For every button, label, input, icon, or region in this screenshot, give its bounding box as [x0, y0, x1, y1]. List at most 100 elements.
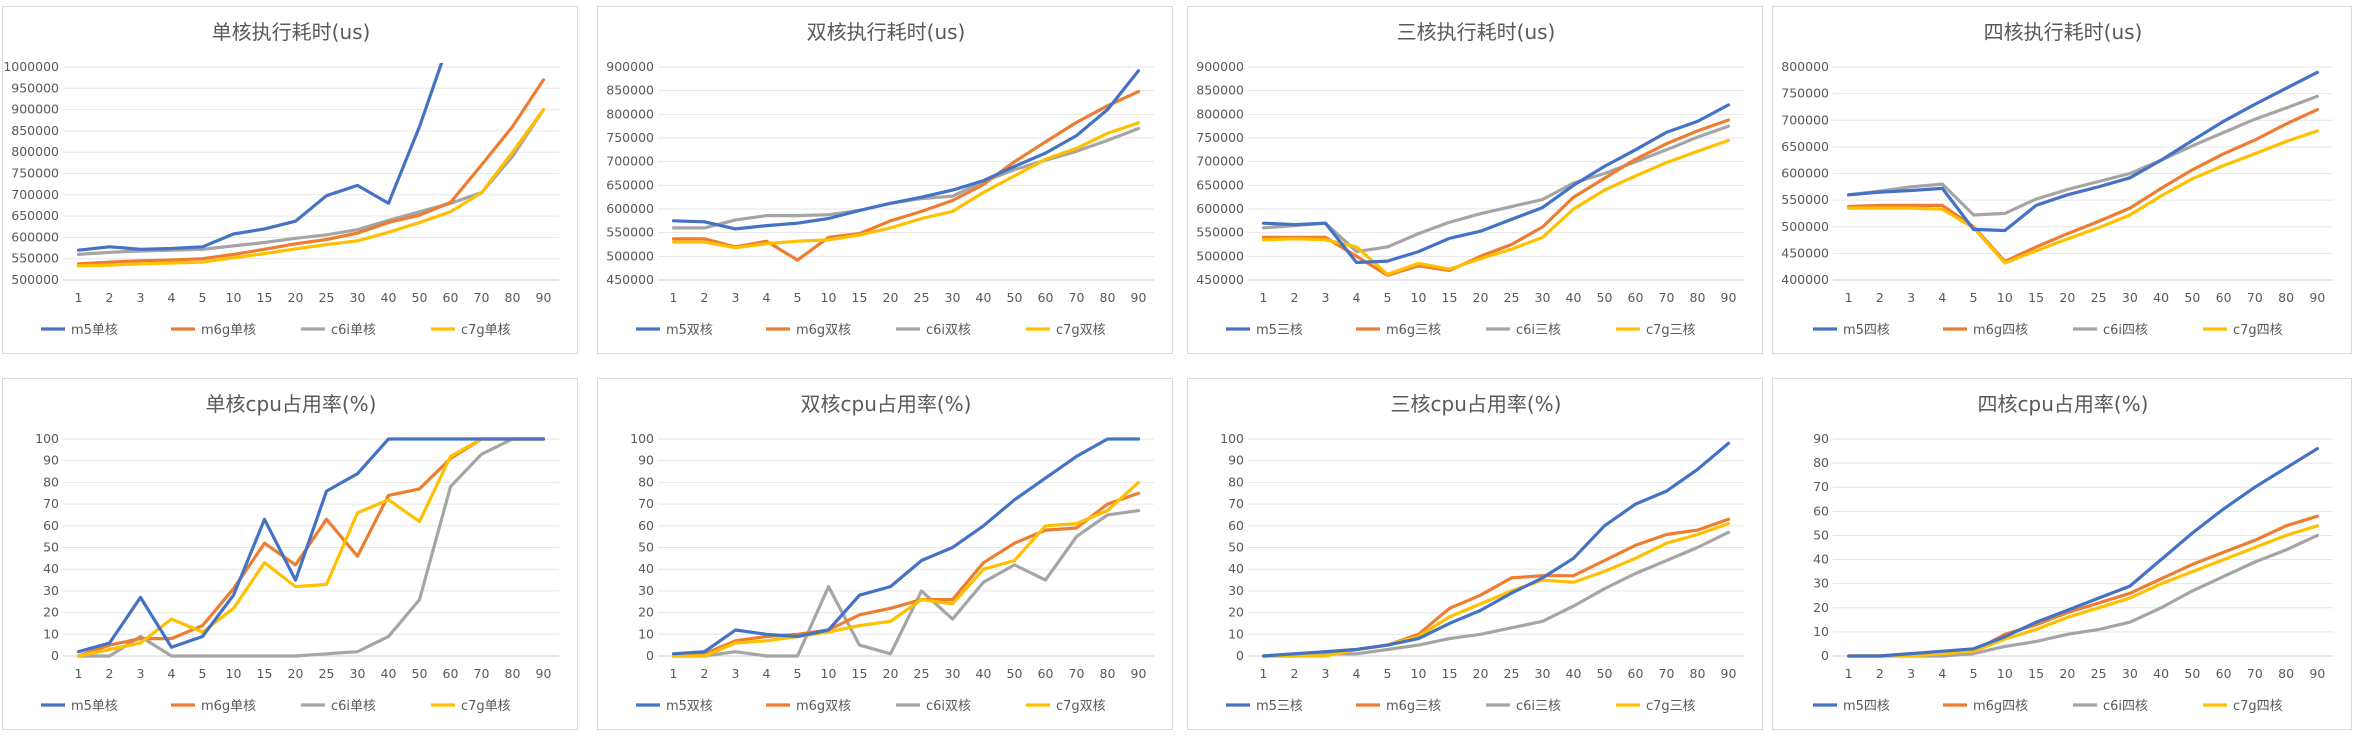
x-tick-label: 3	[1907, 290, 1915, 305]
legend-item: c6i三核	[1486, 323, 1561, 338]
y-tick-label: 700000	[606, 154, 654, 169]
legend-label: c7g双核	[1056, 699, 1106, 714]
chart-title: 四核执行耗时(us)	[1984, 20, 2143, 44]
x-tick-label: 50	[412, 290, 428, 305]
x-tick-label: 25	[1504, 666, 1520, 681]
x-tick-label: 60	[1038, 666, 1054, 681]
y-tick-label: 900000	[1196, 59, 1244, 74]
x-tick-label: 70	[1659, 666, 1675, 681]
legend-item: c7g双核	[1026, 323, 1106, 338]
series-line-m6g	[1847, 108, 2319, 263]
y-tick-label: 10	[638, 626, 654, 641]
series-line-m5	[1847, 447, 2319, 658]
y-tick-label: 50	[638, 540, 654, 555]
x-tick-label: 50	[1007, 290, 1023, 305]
x-tick-label: 50	[1597, 290, 1613, 305]
x-tick-label: 40	[1566, 666, 1582, 681]
x-tick-label: 15	[1442, 290, 1458, 305]
x-tick-label: 70	[474, 666, 490, 681]
x-tick-label: 25	[1504, 290, 1520, 305]
x-tick-label: 3	[137, 666, 145, 681]
series-line-c7g	[671, 480, 1141, 658]
x-tick-label: 2	[701, 666, 709, 681]
y-tick-label: 850000	[606, 83, 654, 98]
y-tick-label: 800000	[606, 106, 654, 121]
y-tick-label: 550000	[11, 251, 59, 266]
y-tick-label: 0	[1236, 648, 1244, 663]
legend-item: c7g四核	[2203, 323, 2283, 338]
x-tick-label: 10	[1997, 290, 2013, 305]
x-tick-label: 70	[1069, 290, 1085, 305]
x-tick-label: 15	[852, 666, 868, 681]
y-tick-label: 70	[43, 496, 59, 511]
x-tick-label: 30	[350, 666, 366, 681]
series-line-c7g	[1847, 524, 2319, 658]
y-tick-label: 90	[638, 453, 654, 468]
x-tick-label: 3	[1322, 666, 1330, 681]
x-tick-label: 30	[1535, 290, 1551, 305]
x-tick-label: 10	[226, 290, 242, 305]
x-tick-label: 20	[2059, 290, 2075, 305]
legend-label: m6g双核	[796, 323, 851, 338]
legend-item: m6g双核	[766, 699, 851, 714]
chart-svg: 双核cpu占用率(%) 0 10 20 30 40 50 60 70 80 90 100 1 2 3 4 5 10…	[630, 392, 1154, 714]
x-tick-label: 30	[945, 666, 961, 681]
x-tick-label: 10	[1411, 290, 1427, 305]
legend-label: m6g三核	[1386, 323, 1441, 338]
x-tick-label: 60	[2216, 290, 2232, 305]
legend-label: m5双核	[666, 323, 713, 338]
y-tick-label: 100	[630, 431, 654, 446]
chart-title: 双核cpu占用率(%)	[801, 392, 972, 416]
x-tick-label: 60	[443, 290, 459, 305]
x-tick-label: 15	[2028, 290, 2044, 305]
legend-label: c6i双核	[926, 323, 971, 338]
x-tick-label: 60	[1628, 290, 1644, 305]
x-tick-label: 5	[1970, 290, 1978, 305]
chart-svg: 四核cpu占用率(%) 0 10 20 30 40 50 60 70 80 90 1 2 3 4 5 10 15 2…	[1813, 392, 2333, 714]
x-tick-label: 70	[2247, 666, 2263, 681]
legend-label: c6i三核	[1516, 323, 1561, 338]
y-tick-label: 60	[638, 518, 654, 533]
y-tick-label: 50	[43, 540, 59, 555]
y-tick-label: 90	[1813, 431, 1829, 446]
chart-triple-core-time: 三核执行耗时(us) 450000 500000 550000 600000 650000…	[1187, 6, 1763, 354]
y-tick-label: 500000	[1781, 219, 1829, 234]
x-tick-label: 4	[1353, 290, 1361, 305]
x-tick-label: 90	[2309, 666, 2325, 681]
x-tick-label: 90	[2309, 290, 2325, 305]
series-line-m6g	[1261, 517, 1731, 658]
x-tick-label: 20	[288, 666, 304, 681]
legend-item: c6i四核	[2073, 699, 2148, 714]
legend-item: m6g三核	[1356, 323, 1441, 338]
legend-label: c6i四核	[2103, 699, 2148, 714]
x-tick-label: 60	[443, 666, 459, 681]
x-tick-label: 90	[536, 666, 552, 681]
legend-label: m6g单核	[201, 699, 256, 714]
x-tick-label: 1	[670, 290, 678, 305]
chart-single-core-time: 单核执行耗时(us) 500000 550000 600000 650000 700000…	[2, 6, 578, 354]
x-tick-label: 1	[1260, 666, 1268, 681]
legend-label: m5双核	[666, 699, 713, 714]
x-tick-label: 10	[1997, 666, 2013, 681]
chart-svg: 三核cpu占用率(%) 0 10 20 30 40 50 60 70 80 90 100 1 2 3 4 5 10…	[1220, 392, 1744, 714]
x-tick-label: 60	[1038, 290, 1054, 305]
legend-label: m5三核	[1256, 323, 1303, 338]
series-line-m6g	[76, 78, 546, 266]
x-tick-label: 40	[976, 290, 992, 305]
series-line-m5	[1847, 70, 2319, 233]
y-tick-label: 10	[1813, 624, 1829, 639]
y-tick-label: 500000	[11, 272, 59, 287]
x-tick-label: 3	[732, 666, 740, 681]
legend-label: c6i单核	[331, 323, 376, 338]
x-tick-label: 5	[1384, 290, 1392, 305]
x-tick-label: 20	[883, 290, 899, 305]
x-tick-label: 30	[350, 290, 366, 305]
x-tick-label: 40	[381, 666, 397, 681]
y-tick-label: 750000	[11, 166, 59, 181]
y-tick-label: 550000	[1781, 192, 1829, 207]
y-tick-label: 850000	[1196, 83, 1244, 98]
x-tick-label: 4	[1353, 666, 1361, 681]
x-tick-label: 50	[1007, 666, 1023, 681]
legend-item: c6i四核	[2073, 323, 2148, 338]
series-line-c6i	[671, 126, 1141, 230]
